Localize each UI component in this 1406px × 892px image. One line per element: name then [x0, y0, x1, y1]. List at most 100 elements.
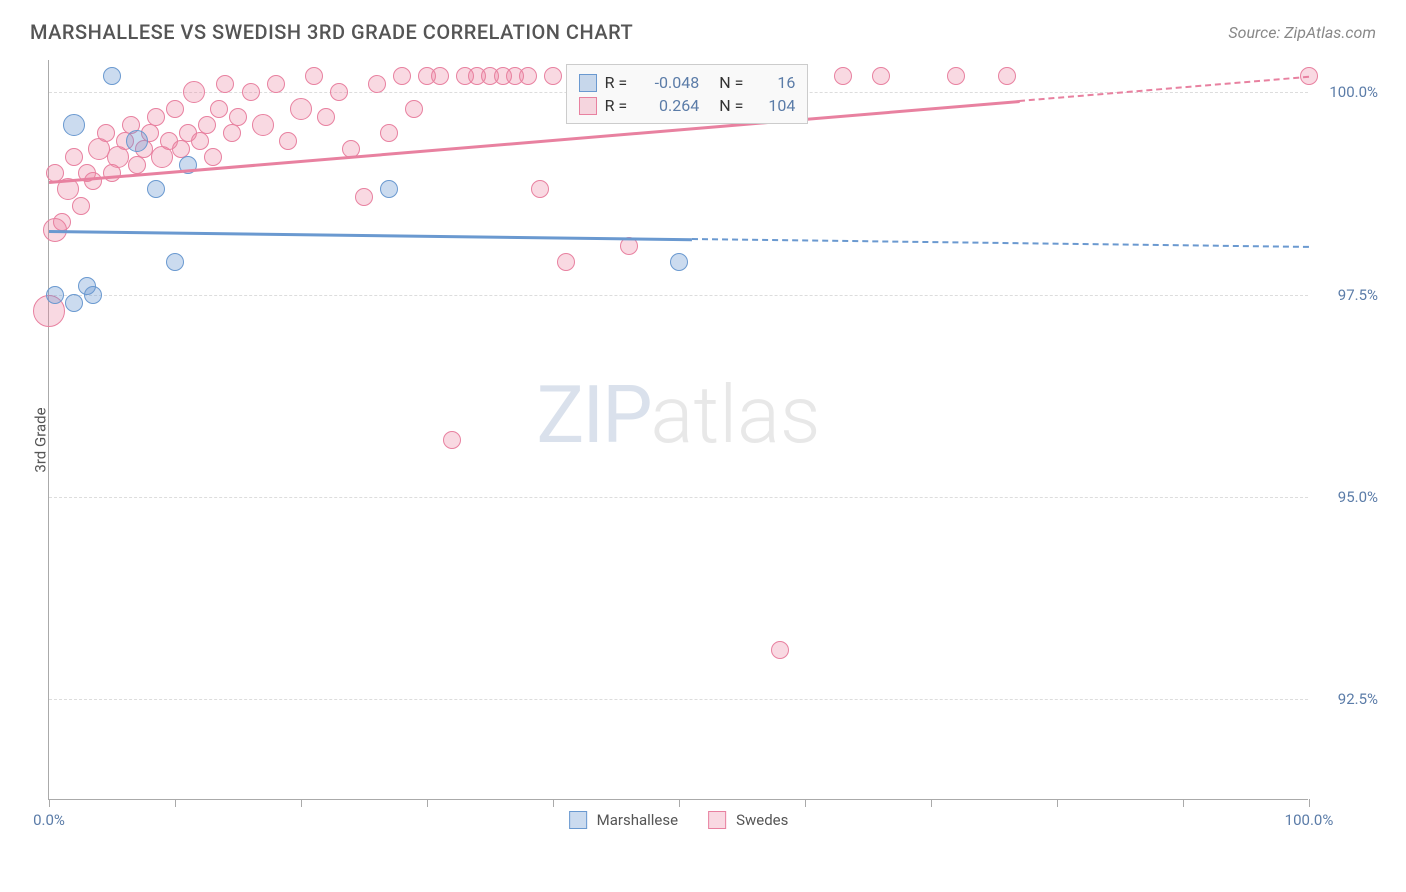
scatter-point	[84, 286, 102, 304]
scatter-point	[834, 67, 852, 85]
scatter-point	[229, 108, 247, 126]
trend-line	[1019, 76, 1309, 102]
x-tick-label: 100.0%	[1285, 811, 1334, 829]
y-tick-label: 95.0%	[1318, 488, 1378, 506]
scatter-point	[147, 108, 165, 126]
chart-title: MARSHALLESE VS SWEDISH 3RD GRADE CORRELA…	[30, 20, 633, 44]
scatter-point	[771, 641, 789, 659]
legend-swatch	[579, 97, 597, 115]
watermark: ZIPatlas	[536, 368, 820, 462]
scatter-point	[252, 114, 274, 136]
scatter-point	[519, 67, 537, 85]
x-tick	[49, 799, 50, 807]
scatter-point	[431, 67, 449, 85]
r-value: 0.264	[639, 96, 699, 115]
chart-container: 3rd Grade ZIPatlas Marshallese Swedes 92…	[48, 60, 1378, 820]
legend-item-swedes: Swedes	[708, 811, 788, 829]
scatter-point	[46, 286, 64, 304]
scatter-point	[544, 67, 562, 85]
scatter-point	[242, 83, 260, 101]
scatter-point	[191, 132, 209, 150]
legend-swatch-marshallese	[569, 811, 587, 829]
scatter-point	[267, 75, 285, 93]
scatter-point	[126, 130, 148, 152]
scatter-point	[63, 114, 85, 136]
scatter-point	[97, 124, 115, 142]
trend-line	[692, 238, 1309, 248]
scatter-point	[405, 100, 423, 118]
x-tick	[301, 799, 302, 807]
r-label: R =	[605, 96, 628, 115]
y-axis-title: 3rd Grade	[32, 407, 50, 472]
scatter-point	[443, 431, 461, 449]
x-tick	[1183, 799, 1184, 807]
scatter-point	[166, 100, 184, 118]
scatter-point	[65, 294, 83, 312]
scatter-point	[355, 188, 373, 206]
y-tick-label: 92.5%	[1318, 690, 1378, 708]
scatter-point	[330, 83, 348, 101]
scatter-point	[393, 67, 411, 85]
bottom-legend: Marshallese Swedes	[569, 811, 789, 829]
gridline-h	[49, 295, 1308, 296]
scatter-point	[290, 98, 312, 120]
x-tick	[931, 799, 932, 807]
scatter-point	[872, 67, 890, 85]
legend-label-swedes: Swedes	[736, 811, 788, 829]
scatter-point	[147, 180, 165, 198]
scatter-point	[84, 172, 102, 190]
scatter-point	[998, 67, 1016, 85]
gridline-h	[49, 699, 1308, 700]
legend-swatch-swedes	[708, 811, 726, 829]
scatter-point	[210, 100, 228, 118]
scatter-point	[531, 180, 549, 198]
legend-swatch	[579, 74, 597, 92]
x-tick	[679, 799, 680, 807]
x-tick	[553, 799, 554, 807]
scatter-point	[204, 148, 222, 166]
legend-label-marshallese: Marshallese	[597, 811, 678, 829]
scatter-point	[557, 253, 575, 271]
correlation-legend: R = -0.048 N = 16 R = 0.264 N = 104	[566, 64, 809, 124]
scatter-point	[380, 124, 398, 142]
scatter-point	[183, 81, 205, 103]
scatter-point	[317, 108, 335, 126]
legend-item-marshallese: Marshallese	[569, 811, 678, 829]
x-tick	[175, 799, 176, 807]
scatter-point	[53, 213, 71, 231]
scatter-point	[223, 124, 241, 142]
scatter-point	[368, 75, 386, 93]
x-tick	[1309, 799, 1310, 807]
watermark-atlas: atlas	[651, 368, 821, 462]
watermark-zip: ZIP	[536, 368, 650, 462]
scatter-point	[947, 67, 965, 85]
r-label: R =	[605, 73, 628, 92]
n-value: 16	[755, 73, 795, 92]
source-text: Source: ZipAtlas.com	[1228, 23, 1376, 42]
scatter-point	[128, 156, 146, 174]
plot-area: ZIPatlas Marshallese Swedes 92.5%95.0%97…	[48, 60, 1308, 800]
scatter-point	[166, 253, 184, 271]
scatter-point	[670, 253, 688, 271]
scatter-point	[72, 197, 90, 215]
x-tick	[805, 799, 806, 807]
x-tick	[1057, 799, 1058, 807]
n-label: N =	[719, 96, 743, 115]
n-label: N =	[719, 73, 743, 92]
gridline-h	[49, 497, 1308, 498]
correlation-legend-row: R = -0.048 N = 16	[579, 71, 796, 94]
x-tick-label: 0.0%	[33, 811, 65, 829]
scatter-point	[279, 132, 297, 150]
scatter-point	[65, 148, 83, 166]
scatter-point	[198, 116, 216, 134]
y-tick-label: 100.0%	[1318, 83, 1378, 101]
y-tick-label: 97.5%	[1318, 286, 1378, 304]
scatter-point	[380, 180, 398, 198]
r-value: -0.048	[639, 73, 699, 92]
n-value: 104	[755, 96, 795, 115]
trend-line	[49, 230, 692, 241]
x-tick	[427, 799, 428, 807]
correlation-legend-row: R = 0.264 N = 104	[579, 94, 796, 117]
scatter-point	[103, 67, 121, 85]
scatter-point	[305, 67, 323, 85]
